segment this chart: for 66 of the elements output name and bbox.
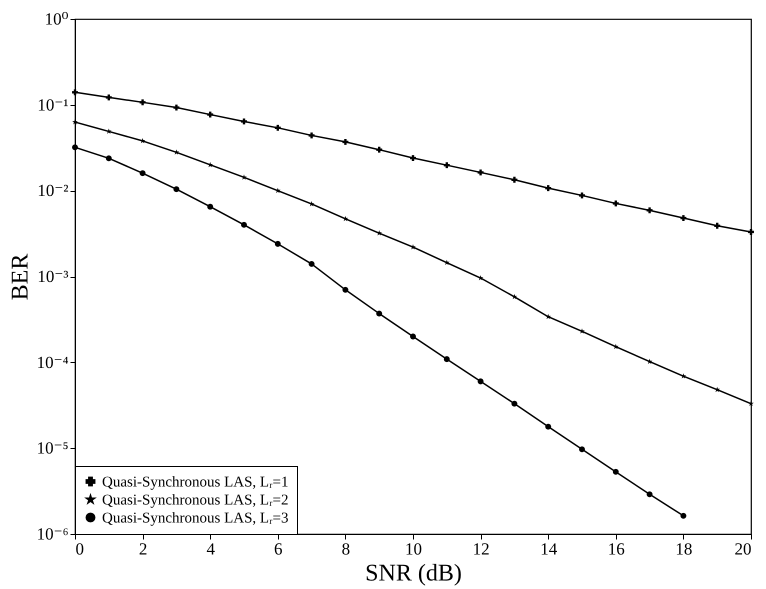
legend-label: Quasi-Synchronous LAS, Lᵣ=1: [102, 474, 288, 490]
point: [511, 176, 518, 183]
point: [612, 344, 619, 350]
point: [72, 119, 78, 124]
y-tick-label: 10⁻²: [37, 181, 68, 200]
point: [680, 512, 686, 519]
x-tick-label: 0: [76, 540, 84, 558]
point: [241, 222, 247, 228]
point: [444, 162, 450, 168]
y-tick-label: 10⁻⁶: [36, 524, 69, 544]
x-tick-label: 10: [405, 540, 422, 558]
x-tick-label: 2: [138, 540, 148, 558]
y-axis-title: BER: [8, 254, 34, 300]
point: [140, 99, 146, 106]
point: [173, 186, 180, 192]
point: [646, 491, 653, 498]
point: [274, 240, 281, 247]
point: [478, 378, 484, 384]
y-tick-label: 10⁻³: [37, 267, 68, 286]
x-tick-label: 16: [608, 540, 625, 558]
point: [140, 170, 146, 176]
y-tick-label: 10⁻¹: [37, 95, 68, 114]
point: [173, 104, 180, 110]
point: [478, 169, 484, 176]
point: [410, 244, 416, 250]
point: [545, 185, 552, 192]
y-tick-label: 10⁻⁴: [36, 352, 69, 372]
x-tick-label: 12: [472, 540, 490, 558]
point: [376, 146, 382, 153]
point: [376, 310, 382, 317]
point: [342, 286, 348, 293]
point: [545, 424, 552, 430]
x-tick-label: 6: [274, 540, 283, 558]
x-tick-label: 4: [206, 540, 216, 558]
legend-label: Quasi-Synchronous LAS, Lᵣ=2: [102, 492, 288, 508]
y-tick-label: 10⁻⁵: [36, 438, 69, 458]
point: [511, 400, 518, 407]
y-tick-label: 10⁰: [44, 10, 69, 28]
point: [274, 124, 281, 131]
point: [646, 358, 652, 364]
point: [72, 144, 78, 150]
point: [342, 138, 348, 145]
legend-label: Quasi-Synchronous LAS, Lᵣ=3: [102, 510, 288, 526]
x-tick-label: 18: [675, 540, 692, 558]
point: [308, 261, 315, 267]
point: [207, 112, 214, 118]
point: [579, 192, 585, 198]
point: [545, 314, 552, 320]
x-tick-label: 14: [540, 540, 558, 558]
point: [72, 89, 78, 96]
x-tick-label: 8: [342, 540, 350, 558]
point: [512, 294, 518, 300]
point: [680, 215, 686, 221]
point: [714, 222, 720, 229]
point: [308, 132, 315, 138]
x-tick-label: 20: [734, 540, 752, 558]
point: [106, 155, 112, 162]
x-axis-title: SNR (dB): [365, 560, 462, 586]
point: [207, 204, 214, 210]
point: [410, 334, 416, 340]
point: [612, 200, 619, 206]
point: [646, 207, 653, 214]
point: [444, 356, 450, 362]
point: [579, 446, 585, 452]
point: [612, 468, 619, 475]
point: [106, 94, 112, 100]
